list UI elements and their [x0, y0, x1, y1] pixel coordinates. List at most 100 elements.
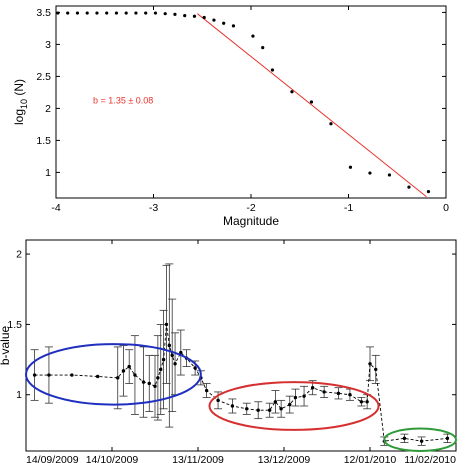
chart1-x-tick-label: 0: [443, 202, 449, 214]
chart1-data-point: [290, 90, 294, 94]
chart1-data-point: [261, 46, 265, 50]
ylabel-rest: (N): [12, 79, 26, 99]
chart2-y-axis-label: b-value: [0, 325, 12, 365]
chart2-data-point: [230, 404, 235, 408]
chart1-data-point: [114, 11, 119, 15]
chart1-data-point: [56, 11, 60, 15]
chart2-data-point: [402, 436, 407, 441]
highlight-ellipse: [383, 427, 457, 453]
chart2-data-point: [348, 393, 352, 397]
chart2-data-point: [147, 381, 151, 386]
b-value-annotation: b = 1.35 ± 0.08: [93, 95, 153, 105]
chart2-data-point: [322, 390, 326, 394]
chart1-data-point: [222, 21, 226, 25]
chart2-data-point: [419, 439, 424, 443]
chart1-data-point: [192, 14, 197, 18]
b-value-time-series-chart: 14/09/2009 14/10/2009 13/11/2009 13/12/2009…: [0, 239, 457, 463]
chart2-data-point: [133, 373, 137, 377]
chart2-data-point: [288, 402, 292, 407]
chart1-data-point: [183, 13, 187, 18]
chart2-data-point: [293, 395, 298, 400]
chart1-data-point: [202, 15, 206, 20]
chart2-data-point: [445, 436, 450, 441]
chart1-data-point: [173, 12, 177, 16]
chart2-data-point: [159, 367, 163, 372]
chart2-data-point: [116, 376, 120, 380]
chart1-data-point: [105, 11, 109, 15]
chart2-data-point: [365, 400, 369, 404]
chart2-data-point: [70, 373, 74, 377]
chart2-data-point: [302, 394, 306, 398]
chart1-data-point: [124, 11, 128, 15]
chart1-x-tick-label: -3: [149, 202, 158, 214]
chart2-data-point: [267, 408, 272, 412]
chart1-data-point: [144, 11, 148, 15]
chart2-data-point: [374, 367, 378, 372]
chart1-x-axis-label: Magnitude: [223, 214, 279, 228]
chart2-data-point: [179, 350, 183, 355]
chart2-data-point: [279, 407, 283, 411]
chart2-y-tick-label: 2: [16, 249, 22, 261]
chart2-data-point: [156, 376, 160, 380]
chart2-y-tick-label: 1: [16, 389, 22, 401]
chart2-x-tick-label: 11/02/2010: [404, 454, 456, 463]
chart2-x-tick-label: 13/12/2009: [258, 454, 311, 463]
chart1-data-point: [85, 11, 89, 15]
chart1-y-axis-label: log10 (N): [12, 79, 29, 125]
chart2-x-tick-label: 14/09/2009: [26, 454, 79, 463]
chart2-data-point: [310, 386, 315, 390]
chart1-x-tick-label: -1: [344, 202, 353, 214]
chart2-data-point: [164, 322, 169, 327]
highlight-ellipse: [208, 381, 380, 431]
chart1-data-point: [231, 24, 236, 28]
chart2-x-tick-label: 12/01/2010: [344, 454, 397, 463]
chart2-data-point: [359, 400, 364, 404]
chart2-data-point: [245, 407, 249, 411]
chart1-data-point: [348, 165, 353, 169]
chart1-data-point: [368, 171, 372, 175]
chart1-data-point: [407, 185, 411, 189]
chart1-y-tick-label: 3: [45, 39, 51, 51]
chart1-points: [56, 11, 431, 194]
chart2-data-point: [273, 400, 278, 404]
chart2-x-tick-label: 14/10/2009: [86, 454, 139, 463]
chart2-data-point: [32, 373, 37, 377]
chart2-x-tick-label: 13/11/2009: [172, 454, 224, 463]
chart1-axes-box: [55, 5, 447, 199]
chart1-data-point: [134, 11, 138, 15]
chart1-data-point: [212, 18, 216, 22]
chart1-data-point: [75, 11, 80, 15]
magnitude-frequency-chart: -4 -3 -2 -1 0 1 1.5 2 2.5 3 3.5 b = 1.35 ± 0.08 Ma…: [12, 5, 449, 228]
chart2-data-point: [204, 388, 209, 393]
chart2-ticks: 14/09/2009 14/10/2009 13/11/2009 13/12/2009…: [7, 240, 457, 463]
chart2-highlight-ellipses: [25, 343, 457, 453]
chart1-data-point: [251, 34, 255, 38]
chart1-data-point: [163, 12, 167, 16]
chart1-y-tick-label: 2.5: [36, 71, 51, 83]
fit-line: [197, 13, 427, 198]
chart2-data-point: [256, 408, 260, 412]
chart2-data-point: [161, 357, 166, 362]
chart1-y-tick-label: 1: [45, 167, 51, 179]
chart1-x-tick-label: -4: [51, 202, 60, 214]
chart2-data-point: [121, 369, 126, 373]
chart1-y-tick-label: 1.5: [36, 135, 51, 147]
chart1-data-point: [387, 173, 392, 177]
highlight-ellipse: [25, 343, 202, 406]
chart1-data-point: [329, 122, 333, 126]
chart1-x-tick-label: -2: [246, 202, 255, 214]
chart2-data-point: [127, 364, 131, 369]
chart1-data-point: [95, 11, 99, 15]
ylabel-subscript: 10: [19, 99, 29, 109]
chart2-data-point: [47, 373, 51, 377]
chart2-data-point: [193, 366, 197, 370]
chart2-data-point: [173, 362, 177, 366]
chart1-data-point: [309, 100, 314, 104]
chart2-data-point: [153, 384, 157, 388]
chart2-data-point: [141, 380, 146, 384]
chart1-ticks: -4 -3 -2 -1 0 1 1.5 2 2.5 3 3.5: [36, 6, 449, 214]
chart1-data-point: [66, 11, 70, 15]
chart2-data-point: [216, 398, 220, 403]
chart1-y-tick-label: 2: [45, 103, 51, 115]
